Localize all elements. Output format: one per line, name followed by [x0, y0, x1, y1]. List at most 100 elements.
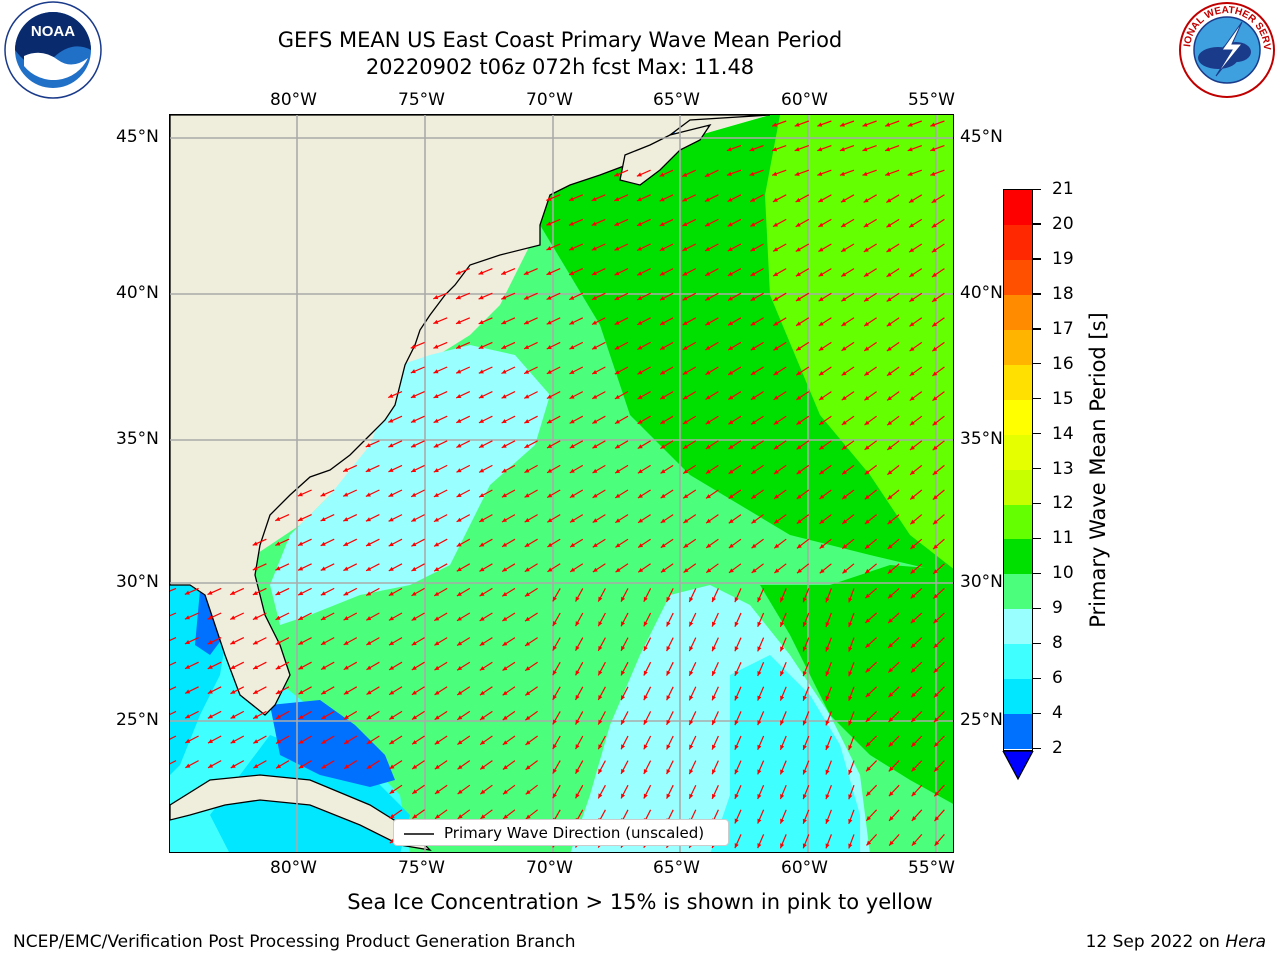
wave-arrow-head — [933, 643, 939, 648]
wave-arrow-head — [569, 295, 575, 300]
wave-arrow-head — [841, 247, 847, 252]
wave-arrow-head — [774, 494, 779, 499]
wave-arrow-head — [621, 793, 626, 799]
wave-arrow-head — [666, 646, 671, 652]
wave-arrow-head — [637, 271, 643, 276]
wave-arrow-head — [501, 270, 507, 275]
wave-arrow-head — [637, 444, 643, 449]
wave-arrow-head — [321, 690, 327, 695]
wave-arrow-head — [931, 247, 937, 253]
wave-arrow-head — [705, 395, 711, 400]
wave-arrow-head — [802, 671, 807, 677]
wave-arrow-head — [321, 764, 327, 769]
wave-arrow-head — [848, 843, 853, 849]
wave-arrow-head — [780, 671, 785, 677]
wave-arrow-head — [934, 791, 939, 797]
wave-arrow-head — [825, 745, 830, 750]
colorbar-label: Primary Wave Mean Period [s] — [1086, 312, 1110, 628]
wave-arrow-head — [643, 670, 648, 676]
wave-arrow-head — [726, 147, 732, 152]
wave-arrow-head — [501, 493, 507, 498]
wave-arrow-head — [456, 369, 462, 374]
wave-arrow-head — [712, 597, 716, 603]
wave-arrow-head — [819, 445, 825, 450]
wave-arrow-head — [479, 641, 485, 646]
colorbar-segment — [1004, 190, 1032, 225]
wave-arrow-head — [275, 566, 281, 571]
wave-arrow-head — [621, 695, 626, 701]
colorbar-tick-label: 2 — [1052, 738, 1063, 758]
wave-arrow-head — [388, 616, 394, 621]
wave-arrow-head — [933, 717, 939, 723]
wave-arrow-head — [774, 519, 780, 524]
wave-arrow — [170, 686, 177, 691]
wave-arrow-head — [909, 223, 915, 228]
map-panel[interactable] — [169, 114, 954, 853]
wave-arrow-head — [734, 744, 739, 750]
wave-arrow-head — [388, 393, 394, 398]
wave-arrow-head — [796, 543, 802, 549]
wave-arrow-head — [321, 665, 327, 670]
wave-arrow-head — [480, 715, 485, 720]
colorbar — [1003, 189, 1033, 751]
wave-arrow-head — [252, 615, 258, 620]
wave-arrow-head — [704, 172, 710, 177]
wave-arrow-head — [320, 492, 326, 497]
wave-arrow-head — [825, 597, 830, 603]
wave-arrow-head — [343, 665, 349, 670]
wave-arrow-head — [864, 519, 870, 525]
wave-arrow-head — [842, 519, 848, 524]
colorbar-tick-mark — [1033, 747, 1041, 749]
wave-arrow-head — [842, 544, 848, 549]
wave-arrow-head — [682, 296, 688, 301]
wave-arrow-head — [910, 593, 916, 599]
colorbar-tick-label: 9 — [1052, 598, 1063, 619]
wave-arrow-head — [479, 493, 485, 498]
wave-arrow-head — [546, 369, 552, 374]
wave-arrow-head — [773, 247, 779, 252]
wave-arrow-head — [275, 640, 281, 645]
colorbar-tick-label: 4 — [1052, 703, 1063, 724]
wave-arrow-head — [434, 715, 440, 720]
wave-arrow-head — [479, 591, 485, 597]
wave-arrow-head — [934, 742, 939, 747]
wave-arrow-head — [888, 667, 894, 673]
wave-arrow-head — [886, 371, 892, 376]
wave-arrow-head — [689, 793, 694, 799]
wave-arrow-head — [230, 640, 236, 645]
wave-arrow-head — [321, 739, 327, 744]
wave-arrow-head — [343, 640, 349, 645]
wave-arrow-head — [637, 296, 643, 301]
wave-arrow-head — [501, 443, 507, 448]
noaa-logo-text: NOAA — [31, 23, 75, 40]
wave-arrow-head — [797, 568, 802, 574]
wave-arrow-head — [457, 789, 463, 794]
wave-arrow-head — [910, 494, 916, 500]
lon-label-bottom: 80°W — [270, 858, 317, 878]
wave-arrow-head — [185, 664, 191, 669]
wave-arrow-head — [525, 765, 531, 770]
wave-arrow-head — [598, 645, 603, 651]
wave-arrow-head — [547, 567, 553, 572]
wave-arrow-head — [839, 122, 845, 127]
wave-arrow-head — [666, 621, 671, 627]
colorbar-tick-mark — [1033, 398, 1041, 400]
lon-label-top: 60°W — [781, 90, 828, 110]
wave-arrow-head — [666, 695, 671, 701]
wave-arrow-head — [552, 670, 557, 676]
wave-arrow-head — [689, 744, 694, 750]
wave-arrow-head — [866, 840, 872, 846]
colorbar-tick-label: 13 — [1052, 458, 1074, 479]
wave-arrow-head — [524, 542, 530, 547]
wave-arrow-head — [682, 271, 688, 276]
wave-arrow-head — [734, 695, 739, 701]
wave-arrow-head — [841, 445, 847, 450]
lat-label-left: 40°N — [116, 283, 159, 303]
wave-arrow — [170, 760, 177, 765]
wave-arrow-head — [886, 223, 892, 228]
wave-arrow-head — [365, 467, 371, 472]
wave-arrow-head — [734, 670, 739, 676]
wave-arrow-head — [546, 246, 552, 251]
wave-arrow-head — [501, 468, 507, 473]
wave-arrow-head — [909, 445, 915, 451]
